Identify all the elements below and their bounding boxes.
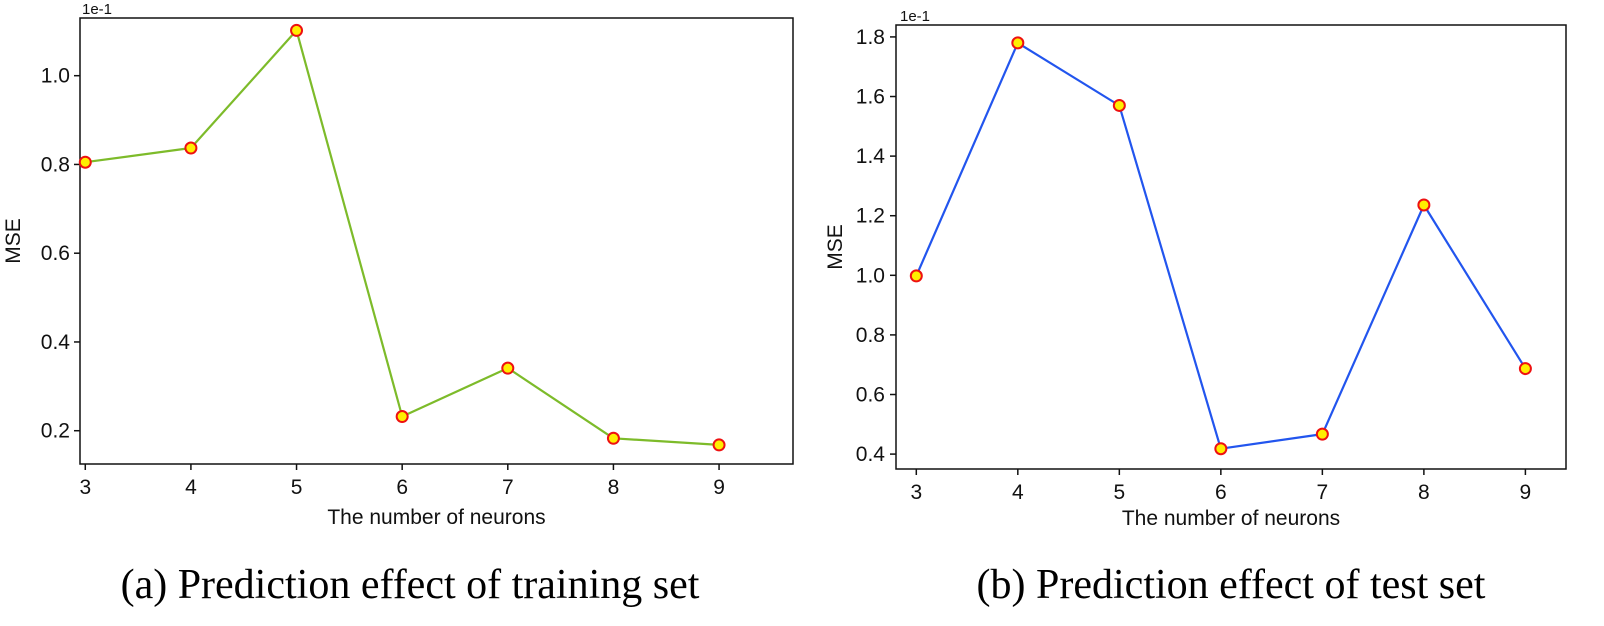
- x-tick-label: 3: [79, 476, 91, 499]
- y-tick-label: 0.6: [41, 242, 70, 265]
- y-tick-label: 0.4: [856, 443, 886, 466]
- x-tick-label: 8: [608, 476, 620, 499]
- figure-caption: (a) Prediction effect of training set: [121, 562, 700, 608]
- y-tick-label: 1.0: [856, 264, 885, 287]
- data-point: [1112, 98, 1126, 112]
- data-point: [1214, 442, 1228, 456]
- x-tick-label: 4: [1012, 481, 1024, 504]
- data-point: [1417, 198, 1431, 212]
- x-tick-label: 7: [1317, 481, 1329, 504]
- axis-exponent-label: 1e-1: [82, 1, 112, 18]
- x-tick-label: 9: [1520, 481, 1532, 504]
- x-tick-label: 4: [185, 476, 197, 499]
- y-tick-label: 0.2: [41, 420, 70, 443]
- series-line: [915, 41, 1527, 450]
- y-tick-label: 1.0: [41, 65, 70, 88]
- y-tick-label: 1.2: [856, 205, 885, 228]
- data-point: [395, 410, 409, 424]
- data-point: [712, 438, 726, 452]
- y-tick-label: 0.6: [856, 384, 885, 407]
- x-tick-label: 6: [396, 476, 408, 499]
- x-tick-label: 3: [910, 481, 922, 504]
- x-tick-label: 7: [502, 476, 514, 499]
- y-axis-label: MSE: [824, 224, 847, 270]
- y-tick-label: 1.6: [856, 86, 885, 109]
- data-point: [1315, 427, 1329, 441]
- figure-caption: (b) Prediction effect of test set: [977, 562, 1486, 608]
- x-tick-label: 8: [1418, 481, 1430, 504]
- plot-frame: [895, 24, 1567, 470]
- data-point: [909, 269, 923, 283]
- data-point: [1011, 36, 1025, 50]
- chart-test-set: 0.4 0.6 0.8 1.0 1.2 1.4 1.6 1.8 3 4 5 6 7 8 9 1e-1 The n…: [824, 8, 1567, 608]
- data-point: [290, 23, 304, 37]
- series-line: [85, 29, 720, 446]
- chart-training-set: 0.2 0.4 0.6 0.8 1.0 3 4 5 6 7 8 9 1e-1 The number of …: [2, 1, 794, 608]
- x-tick-label: 6: [1215, 481, 1227, 504]
- y-axis-label: MSE: [2, 218, 25, 264]
- x-tick-label: 5: [291, 476, 303, 499]
- y-tick-label: 0.4: [41, 331, 71, 354]
- data-point: [78, 155, 92, 169]
- x-tick-label: 9: [713, 476, 725, 499]
- y-tick-label: 0.8: [856, 324, 885, 347]
- data-point: [606, 431, 620, 445]
- data-point: [184, 141, 198, 155]
- y-tick-label: 1.8: [856, 26, 885, 49]
- x-tick-label: 5: [1113, 481, 1125, 504]
- data-point: [1518, 362, 1532, 376]
- x-axis-label: The number of neurons: [327, 506, 545, 529]
- axis-exponent-label: 1e-1: [900, 8, 930, 25]
- x-axis-label: The number of neurons: [1122, 507, 1340, 530]
- plot-frame: [79, 17, 794, 465]
- y-tick-label: 0.8: [41, 153, 70, 176]
- data-point: [501, 361, 515, 375]
- y-tick-label: 1.4: [856, 145, 886, 168]
